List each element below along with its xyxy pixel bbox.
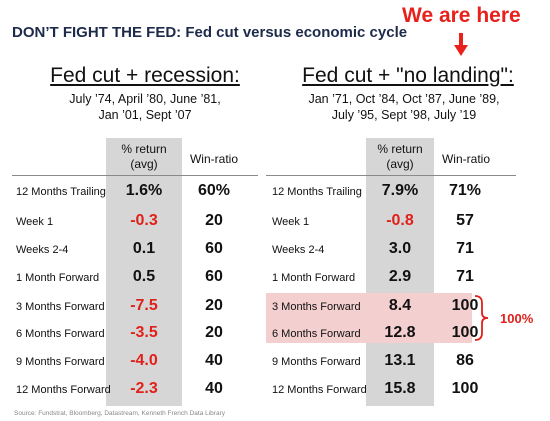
win-ratio-value: 100 — [451, 297, 479, 314]
right-dates-line-1: Jan ’71, Oct ’84, Oct ’87, June ’89, — [308, 92, 500, 106]
return-value: 0.1 — [132, 240, 156, 257]
return-value: 12.8 — [384, 324, 416, 341]
row-label: Weeks 2-4 — [16, 244, 69, 256]
win-ratio-value: 100 — [451, 324, 479, 341]
right-return-header: % return (avg) — [366, 142, 434, 172]
row-label: 12 Months Trailing — [272, 186, 362, 198]
win-ratio-value: 71 — [456, 268, 474, 285]
source-note: Source: Fundstrat, Bloomberg, Datastream… — [14, 410, 225, 417]
row-label: 3 Months Forward — [16, 301, 105, 313]
return-value: -3.5 — [130, 324, 158, 341]
left-return-header: % return (avg) — [106, 142, 182, 172]
return-value: -0.8 — [386, 212, 414, 229]
right-dates-line-2: July ’95, Sept ’98, July ’19 — [331, 108, 477, 122]
win-ratio-value: 60% — [197, 182, 231, 199]
right-win-header: Win-ratio — [441, 152, 490, 166]
return-value: 8.4 — [388, 297, 412, 314]
left-return-header-line-2: (avg) — [130, 157, 158, 171]
right-return-header-line-2: (avg) — [386, 157, 414, 171]
down-arrow-icon — [454, 33, 468, 56]
row-label: 12 Months Forward — [272, 384, 367, 396]
left-panel-heading: Fed cut + recession: — [50, 64, 240, 87]
left-return-header-line-1: % return — [121, 142, 167, 156]
return-value: -0.3 — [130, 212, 158, 229]
win-ratio-value: 71 — [456, 240, 474, 257]
return-value: -4.0 — [130, 352, 158, 369]
return-value: 3.0 — [388, 240, 412, 257]
row-label: 1 Month Forward — [16, 272, 100, 284]
return-value: 0.5 — [132, 268, 156, 285]
row-label: 3 Months Forward — [272, 301, 361, 313]
row-label: 9 Months Forward — [16, 356, 105, 368]
bracket-label: 100% — [500, 311, 534, 326]
return-value: -7.5 — [130, 297, 158, 314]
left-return-column-shade — [106, 138, 182, 406]
win-ratio-value: 40 — [205, 380, 223, 397]
we-are-here-callout: We are here — [402, 4, 521, 27]
left-dates-line-2: Jan ’01, Sept ’07 — [98, 108, 192, 122]
return-value: 1.6% — [125, 182, 163, 199]
row-label: Week 1 — [16, 216, 54, 228]
win-ratio-value: 40 — [205, 352, 223, 369]
win-ratio-value: 60 — [205, 240, 223, 257]
right-return-column-shade — [366, 138, 434, 406]
row-label: 6 Months Forward — [272, 328, 361, 340]
right-return-header-line-1: % return — [377, 142, 423, 156]
row-label: Weeks 2-4 — [272, 244, 325, 256]
return-value: 15.8 — [384, 380, 416, 397]
left-dates-line-1: July ’74, April ’80, June ’81, — [69, 92, 221, 106]
win-ratio-value: 100 — [451, 380, 479, 397]
right-header-rule — [266, 175, 516, 176]
bracket-icon — [474, 295, 489, 341]
right-panel-heading: Fed cut + "no landing": — [302, 64, 514, 87]
row-label: 12 Months Forward — [16, 384, 111, 396]
return-value: 2.9 — [388, 268, 412, 285]
return-value: 13.1 — [384, 352, 416, 369]
right-panel-dates: Jan ’71, Oct ’84, Oct ’87, June ’89, Jul… — [278, 91, 530, 123]
left-header-rule — [12, 175, 258, 176]
left-panel-dates: July ’74, April ’80, June ’81, Jan ’01, … — [40, 91, 250, 123]
row-label: Week 1 — [272, 216, 310, 228]
win-ratio-value: 60 — [205, 268, 223, 285]
row-label: 9 Months Forward — [272, 356, 361, 368]
page-title: DON’T FIGHT THE FED: Fed cut versus econ… — [12, 24, 408, 41]
left-win-header: Win-ratio — [189, 152, 238, 166]
win-ratio-value: 20 — [205, 212, 223, 229]
right-highlight-band — [266, 293, 472, 343]
win-ratio-value: 20 — [205, 324, 223, 341]
return-value: -2.3 — [130, 380, 158, 397]
return-value: 7.9% — [381, 182, 419, 199]
row-label: 6 Months Forward — [16, 328, 105, 340]
row-label: 1 Month Forward — [272, 272, 356, 284]
win-ratio-value: 57 — [456, 212, 474, 229]
win-ratio-value: 86 — [456, 352, 474, 369]
win-ratio-value: 71% — [448, 182, 482, 199]
row-label: 12 Months Trailing — [16, 186, 106, 198]
win-ratio-value: 20 — [205, 297, 223, 314]
